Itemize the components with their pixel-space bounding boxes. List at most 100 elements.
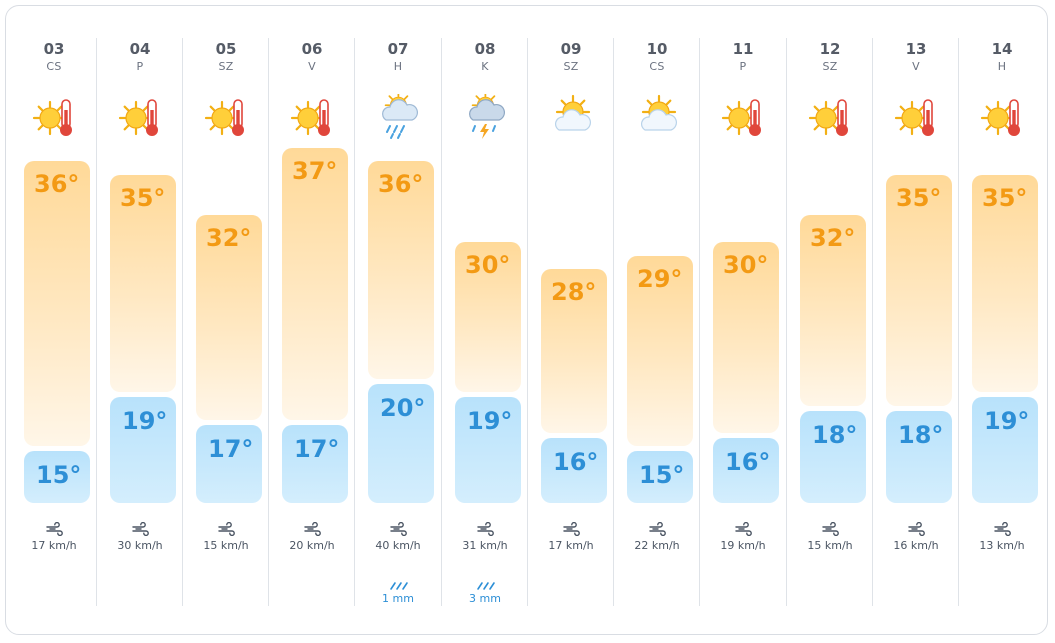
day-date: 05	[215, 40, 237, 58]
wind-speed: 22 km/h	[634, 539, 680, 552]
sun-thermometer-icon	[290, 94, 336, 140]
high-temp-bar: 32°	[800, 215, 866, 406]
low-temp-bar: 15°	[24, 451, 90, 503]
high-temp-bar: 37°	[282, 148, 348, 420]
cloud-shape	[641, 109, 677, 131]
sun-thermometer-icon	[118, 94, 164, 140]
column-divider	[182, 38, 183, 606]
day-of-week: H	[997, 60, 1007, 73]
wind-icon	[390, 521, 408, 537]
wind-icon	[822, 521, 840, 537]
day-column: 09 SZ 28° 16° 17 km/h	[528, 6, 614, 636]
thermometer-shape	[318, 99, 330, 136]
day-date: 04	[129, 40, 151, 58]
wind-speed: 16 km/h	[893, 539, 939, 552]
precipitation: 1 mm	[382, 592, 414, 605]
day-of-week: V	[912, 60, 920, 73]
day-of-week: CS	[46, 60, 62, 73]
high-temp-value: 35°	[982, 184, 1028, 212]
day-date: 13	[905, 40, 927, 58]
low-temp-bar: 18°	[800, 411, 866, 503]
low-temp-value: 17°	[294, 435, 340, 463]
high-temp-bar: 35°	[110, 175, 176, 392]
day-column: 12 SZ 32° 18° 15 km/h	[787, 6, 873, 636]
day-date: 08	[474, 40, 496, 58]
day-column: 13 V 35° 18° 16 km/h	[873, 6, 959, 636]
wind-icon	[994, 521, 1012, 537]
sun-thermometer-icon	[808, 94, 854, 140]
low-temp-value: 18°	[812, 421, 858, 449]
day-of-week: P	[739, 60, 747, 73]
cloud-shape	[382, 99, 418, 121]
high-temp-bar: 29°	[627, 256, 693, 446]
low-temp-value: 15°	[639, 461, 685, 489]
day-date: 10	[646, 40, 668, 58]
day-column: 08 K 30° 19° 31 km/h 3 mm	[442, 6, 528, 636]
high-temp-bar: 36°	[24, 161, 90, 446]
day-date: 06	[301, 40, 323, 58]
sun-shape	[721, 100, 757, 136]
low-temp-bar: 16°	[713, 438, 779, 503]
column-divider	[527, 38, 528, 606]
low-temp-bar: 17°	[196, 425, 262, 503]
sun-thermometer-icon	[894, 94, 940, 140]
thermometer-shape	[1008, 99, 1020, 136]
day-of-week: CS	[649, 60, 665, 73]
sun-thermometer-icon	[32, 94, 78, 140]
forecast-card: 03 CS 36° 15° 17 km/h 04 P 35° 19° 30 km/h 05 SZ 32°…	[5, 5, 1048, 635]
wind-speed: 13 km/h	[979, 539, 1025, 552]
low-temp-value: 19°	[467, 407, 513, 435]
column-divider	[268, 38, 269, 606]
low-temp-bar: 15°	[627, 451, 693, 503]
thermometer-shape	[749, 99, 761, 136]
wind-speed: 20 km/h	[289, 539, 335, 552]
rain-icon	[388, 576, 410, 590]
sun-shape	[808, 100, 844, 136]
column-divider	[613, 38, 614, 606]
low-temp-value: 17°	[208, 435, 254, 463]
precipitation: 3 mm	[469, 592, 501, 605]
column-divider	[354, 38, 355, 606]
high-temp-value: 32°	[810, 224, 856, 252]
high-temp-value: 32°	[206, 224, 252, 252]
column-divider	[958, 38, 959, 606]
sun-shape	[32, 100, 68, 136]
day-of-week: K	[481, 60, 489, 73]
day-column: 14 H 35° 19° 13 km/h	[959, 6, 1045, 636]
column-divider	[872, 38, 873, 606]
wind-icon	[908, 521, 926, 537]
high-temp-bar: 32°	[196, 215, 262, 420]
sun-thermometer-icon	[721, 94, 767, 140]
day-column: 10 CS 29° 15° 22 km/h	[614, 6, 700, 636]
low-temp-bar: 19°	[110, 397, 176, 503]
sun-cloud-icon	[635, 94, 681, 140]
sun-cloud-icon	[549, 94, 595, 140]
low-temp-bar: 18°	[886, 411, 952, 503]
low-temp-value: 19°	[984, 407, 1030, 435]
high-temp-value: 36°	[378, 170, 424, 198]
high-temp-bar: 36°	[368, 161, 434, 379]
column-divider	[441, 38, 442, 606]
day-of-week: SZ	[218, 60, 234, 73]
wind-icon	[46, 521, 64, 537]
thermometer-shape	[146, 99, 158, 136]
day-of-week: V	[308, 60, 316, 73]
day-date: 09	[560, 40, 582, 58]
high-temp-value: 28°	[551, 278, 597, 306]
wind-icon	[477, 521, 495, 537]
cloud-shape	[555, 109, 591, 131]
low-temp-value: 16°	[725, 448, 771, 476]
high-temp-bar: 30°	[713, 242, 779, 433]
low-temp-value: 15°	[36, 461, 82, 489]
day-date: 12	[819, 40, 841, 58]
day-date: 03	[43, 40, 65, 58]
sun-thermometer-icon	[204, 94, 250, 140]
high-temp-value: 30°	[723, 251, 769, 279]
wind-speed: 31 km/h	[462, 539, 508, 552]
high-temp-bar: 28°	[541, 269, 607, 433]
wind-speed: 15 km/h	[807, 539, 853, 552]
day-of-week: P	[136, 60, 144, 73]
rain-icon	[475, 576, 497, 590]
wind-speed: 19 km/h	[720, 539, 766, 552]
wind-icon	[218, 521, 236, 537]
